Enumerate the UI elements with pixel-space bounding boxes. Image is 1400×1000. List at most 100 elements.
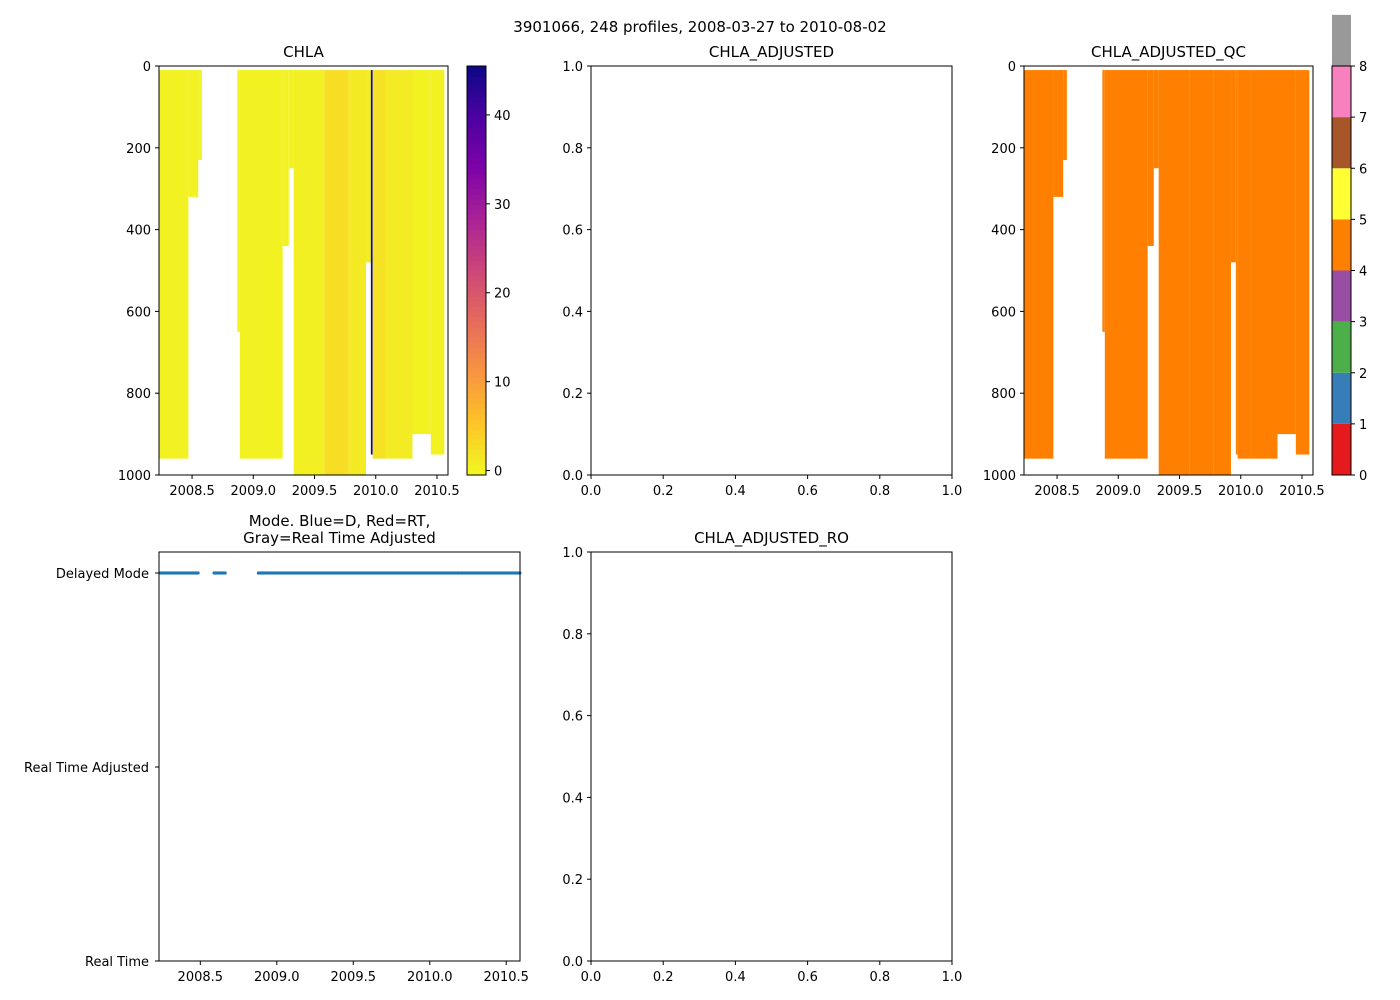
colorbar-tick-label: 0: [1359, 469, 1367, 484]
y-tick-label: 0.4: [562, 305, 583, 320]
heatmap-cell: [1024, 70, 1054, 459]
figure-suptitle: 3901066, 248 profiles, 2008-03-27 to 201…: [513, 18, 886, 36]
heatmap-cell: [324, 70, 349, 475]
axes-title: Mode. Blue=D, Red=RT,: [249, 512, 431, 530]
colorbar-segment: [1332, 270, 1351, 322]
colorbar-tick-label: 10: [494, 376, 511, 391]
colorbar-segment: [467, 137, 486, 144]
heatmap-cell: [412, 70, 431, 435]
colorbar-segment: [467, 449, 486, 456]
y-tick-label: 200: [991, 142, 1016, 157]
colorbar-tick-label: 2: [1359, 367, 1367, 382]
heatmap-cell: [1063, 70, 1067, 161]
colorbar-segment: [467, 393, 486, 399]
colorbar-segment: [467, 255, 486, 261]
colorbar-segment: [467, 66, 486, 72]
colorbar-segment: [467, 122, 486, 128]
colorbar-segment: [467, 454, 486, 461]
colorbar-segment: [467, 71, 486, 77]
colorbar-segment: [467, 413, 486, 420]
colorbar-segment: [467, 106, 486, 113]
y-tick-label: 0.6: [562, 224, 583, 239]
heatmap-cell: [239, 70, 283, 459]
colorbar-segment: [467, 347, 486, 353]
heatmap-cell: [1235, 70, 1238, 455]
x-tick-label: 2010.0: [1218, 484, 1264, 499]
colorbar-segment: [467, 209, 486, 215]
heatmap-cell: [1102, 70, 1105, 332]
colorbar-segment: [467, 250, 486, 256]
x-tick-label: 2008.5: [1034, 484, 1080, 499]
colorbar-segment: [467, 198, 486, 205]
colorbar-segment: [1332, 321, 1351, 373]
colorbar-segment: [467, 96, 486, 103]
colorbar-segment: [467, 464, 486, 471]
colorbar-segment: [467, 362, 486, 369]
colorbar-segment: [467, 275, 486, 282]
heatmap-cell: [288, 70, 294, 169]
x-tick-label: 1.0: [942, 970, 963, 985]
colorbar-segment: [467, 434, 486, 440]
colorbar-segment: [467, 204, 486, 210]
colorbar-segment: [467, 439, 486, 445]
colorbar-segment: [467, 76, 486, 82]
x-tick-label: 2010.0: [407, 970, 453, 985]
colorbar-segment: [1332, 14, 1351, 66]
colorbar-segment: [467, 352, 486, 359]
axes-frame: [1023, 65, 1314, 476]
x-tick-label: 0.4: [725, 484, 746, 499]
y-tick-label: 0.0: [562, 955, 583, 970]
heatmap-cell: [365, 70, 371, 263]
colorbar-segment: [467, 178, 486, 185]
x-tick-label: 2010.5: [1279, 484, 1325, 499]
heatmap-cell: [1237, 70, 1251, 459]
x-tick-label: 2010.5: [483, 970, 529, 985]
colorbar-tick-label: 5: [1359, 213, 1367, 228]
heatmap-cell: [1213, 70, 1231, 475]
x-tick-label: 2009.5: [331, 970, 377, 985]
colorbar-segment: [467, 244, 486, 251]
y-tick-label: 600: [126, 305, 151, 320]
colorbar-segment: [467, 296, 486, 302]
colorbar-tick-label: 4: [1359, 265, 1367, 280]
colorbar-segment: [467, 316, 486, 323]
colorbar-segment: [1332, 219, 1351, 271]
heatmap-cell: [1230, 70, 1236, 263]
y-tick-label: 400: [126, 224, 151, 239]
colorbar-segment: [467, 91, 486, 98]
y-tick-label: 800: [991, 387, 1016, 402]
colorbar-segment: [467, 101, 486, 108]
colorbar-segment: [467, 321, 486, 328]
x-tick-label: 2010.0: [353, 484, 399, 499]
x-tick-label: 0.8: [869, 970, 890, 985]
colorbar-segment: [467, 112, 486, 118]
y-tick-label: Real Time Adjusted: [24, 761, 149, 776]
heatmap-cell: [1250, 70, 1278, 459]
colorbar-segment: [467, 311, 486, 318]
colorbar-segment: [467, 214, 486, 220]
colorbar-segment: [467, 270, 486, 277]
colorbar-segment: [467, 163, 486, 169]
colorbar-segment: [467, 117, 486, 123]
colorbar-segment: [467, 336, 486, 343]
x-tick-label: 2008.5: [178, 970, 224, 985]
heatmap-cell: [385, 70, 413, 459]
y-tick-label: 0.2: [562, 873, 583, 888]
colorbar-tick-label: 40: [494, 109, 511, 124]
colorbar-segment: [467, 173, 486, 180]
colorbar-segment: [1332, 66, 1351, 118]
x-tick-label: 0.6: [797, 484, 818, 499]
colorbar-segment: [467, 183, 486, 190]
colorbar-tick-label: 30: [494, 198, 511, 213]
colorbar-segment: [467, 398, 486, 405]
y-tick-label: 0.0: [562, 469, 583, 484]
x-tick-label: 2009.0: [1096, 484, 1142, 499]
x-tick-label: 2008.5: [169, 484, 215, 499]
colorbar-frame: [466, 65, 487, 476]
heatmap-cell: [1189, 70, 1214, 475]
y-tick-label: 1000: [118, 469, 151, 484]
heatmap-cell: [237, 70, 240, 332]
colorbar-segment: [467, 224, 486, 231]
axes-title: CHLA: [283, 43, 324, 61]
axes-title: CHLA_ADJUSTED_RO: [694, 529, 849, 548]
